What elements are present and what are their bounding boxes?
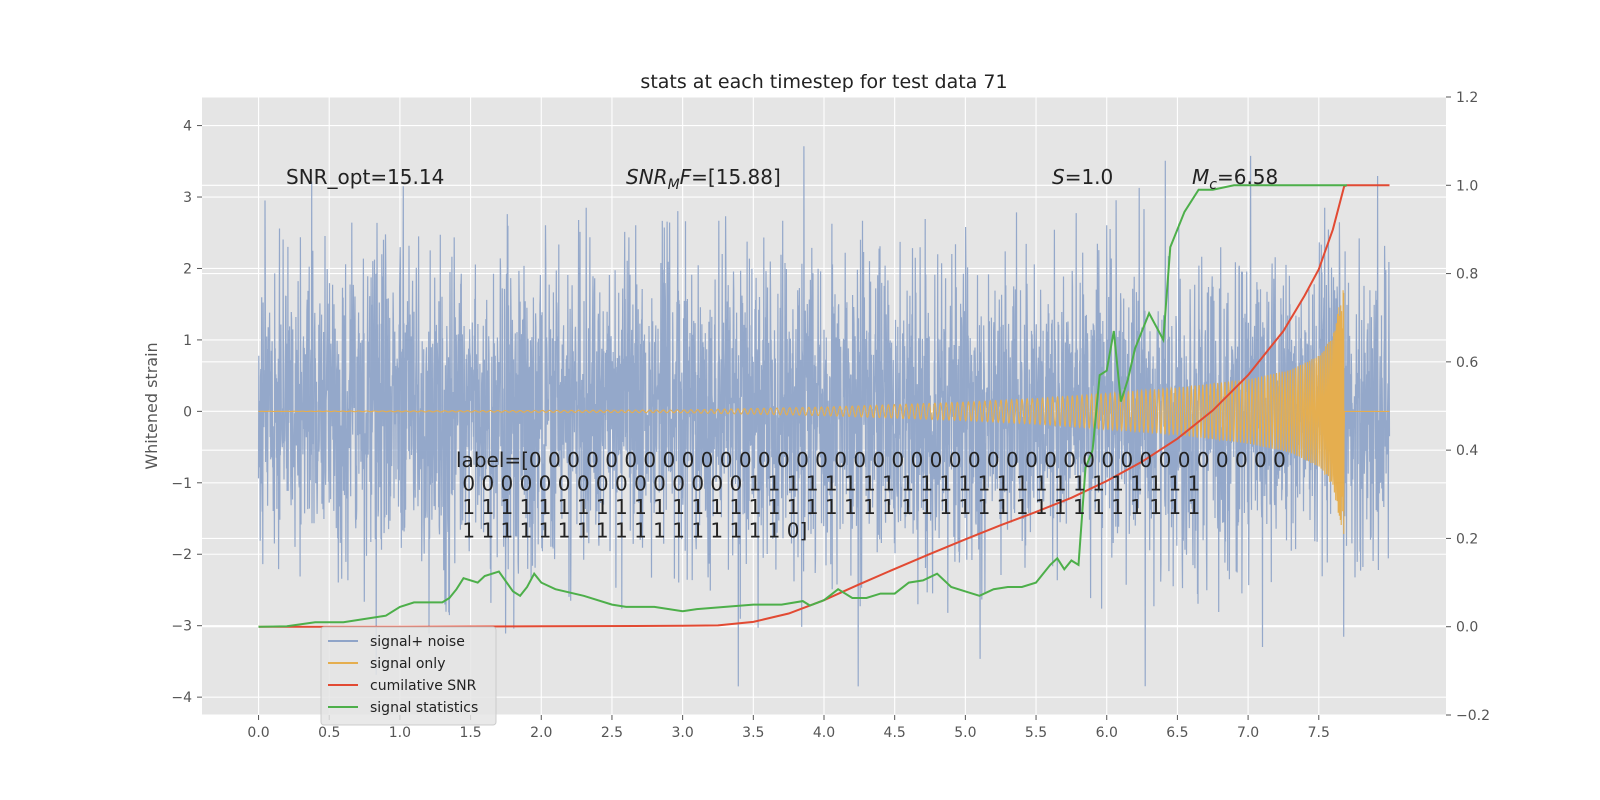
signal-only-line bbox=[258, 290, 1390, 535]
y2-tick-label: −0.2 bbox=[1456, 708, 1490, 724]
y2-tick-label: 0.2 bbox=[1456, 531, 1478, 547]
y-axis-right: 1.2 1.0 0.8 0.6 0.4 0.2 0.0 −0.2 bbox=[1446, 90, 1490, 724]
y-tick-label: −1 bbox=[171, 476, 192, 492]
snr-mf-sub: M bbox=[668, 177, 680, 193]
signal-statistics-trace bbox=[258, 184, 1347, 628]
annotation-s: S=1.0 bbox=[1052, 165, 1113, 189]
mc-sub: c bbox=[1209, 177, 1217, 193]
legend-label-signal-statistics: signal statistics bbox=[370, 700, 478, 716]
y-tick-label: −3 bbox=[171, 619, 192, 635]
y-tick-label: 2 bbox=[183, 261, 192, 277]
snr-mf-rest-italic: F bbox=[680, 165, 692, 189]
y2-tick-label: 0.0 bbox=[1456, 620, 1478, 636]
x-tick-label: 3.5 bbox=[742, 725, 764, 741]
y2-tick-label: 0.8 bbox=[1456, 267, 1478, 283]
snr-mf-main: SNR bbox=[626, 165, 668, 189]
snr-mf-rest: =[15.88] bbox=[691, 165, 781, 189]
x-tick-label: 5.0 bbox=[954, 725, 976, 741]
x-tick-label: 0.5 bbox=[318, 725, 340, 741]
y2-tick-label: 1.0 bbox=[1456, 178, 1478, 194]
mc-rest: =6.58 bbox=[1217, 165, 1278, 189]
signal-only-trace bbox=[258, 290, 1390, 535]
mc-main: M bbox=[1192, 165, 1209, 189]
x-tick-label: 5.5 bbox=[1025, 725, 1047, 741]
x-tick-label: 0.0 bbox=[247, 725, 269, 741]
x-tick-label: 4.0 bbox=[813, 725, 835, 741]
x-tick-label: 6.5 bbox=[1166, 725, 1188, 741]
chart-title: stats at each timestep for test data 71 bbox=[640, 71, 1007, 93]
x-tick-label: 2.0 bbox=[530, 725, 552, 741]
label-line-2: 0 0 0 0 0 0 0 0 0 0 0 0 0 0 0 1 1 1 1 1 … bbox=[456, 472, 1200, 496]
x-tick-label: 2.5 bbox=[601, 725, 623, 741]
x-axis: 0.0 0.5 1.0 1.5 2.0 2.5 3.0 3.5 4.0 4.5 5.0 5.5 6.0 6… bbox=[247, 715, 1330, 741]
legend-box bbox=[320, 626, 497, 726]
y-axis-left: 4 3 2 1 0 −1 −2 −3 −4 bbox=[171, 119, 202, 706]
legend-label-cumulative-snr: cumilative SNR bbox=[370, 678, 477, 694]
legend-label-signal-noise: signal+ noise bbox=[370, 634, 465, 650]
annotation-snr-opt: SNR_opt=15.14 bbox=[286, 165, 444, 189]
y-tick-label: 4 bbox=[183, 119, 192, 135]
y-tick-label: 1 bbox=[183, 333, 192, 349]
x-tick-label: 1.0 bbox=[389, 725, 411, 741]
y-tick-label: −2 bbox=[171, 547, 192, 563]
y2-tick-label: 0.4 bbox=[1456, 443, 1478, 459]
legend: signal+ noise signal only cumilative SNR… bbox=[320, 626, 497, 726]
x-tick-label: 6.0 bbox=[1096, 725, 1118, 741]
cumulative-snr-trace bbox=[258, 184, 1390, 628]
annotation-snr-mf: SNRMF=[15.88] bbox=[626, 165, 781, 193]
label-line-4: 1 1 1 1 1 1 1 1 1 1 1 1 1 1 1 1 1 0] bbox=[456, 519, 807, 543]
y-axis-label: Whitened strain bbox=[142, 342, 161, 469]
y-tick-label: −4 bbox=[171, 690, 192, 706]
signal-statistics-line bbox=[258, 184, 1347, 628]
label-line-1: label=[0 0 0 0 0 0 0 0 0 0 0 0 0 0 0 0 0… bbox=[456, 448, 1286, 472]
cumulative-snr-line bbox=[258, 184, 1390, 628]
x-tick-label: 7.5 bbox=[1308, 725, 1330, 741]
y-tick-label: 3 bbox=[183, 190, 192, 206]
x-tick-label: 7.0 bbox=[1237, 725, 1259, 741]
x-tick-label: 3.0 bbox=[672, 725, 694, 741]
legend-label-signal-only: signal only bbox=[370, 656, 445, 672]
s-main: S bbox=[1052, 165, 1065, 189]
label-line-3: 1 1 1 1 1 1 1 1 1 1 1 1 1 1 1 1 1 1 1 1 … bbox=[456, 495, 1200, 519]
annotation-mc: Mc=6.58 bbox=[1192, 165, 1278, 193]
x-tick-label: 1.5 bbox=[459, 725, 481, 741]
y-tick-label: 0 bbox=[183, 404, 192, 420]
y2-tick-label: 0.6 bbox=[1456, 355, 1478, 371]
y2-tick-label: 1.2 bbox=[1456, 90, 1478, 106]
x-tick-label: 4.5 bbox=[884, 725, 906, 741]
label-annotation: label=[0 0 0 0 0 0 0 0 0 0 0 0 0 0 0 0 0… bbox=[456, 448, 1318, 543]
s-rest: =1.0 bbox=[1065, 165, 1114, 189]
